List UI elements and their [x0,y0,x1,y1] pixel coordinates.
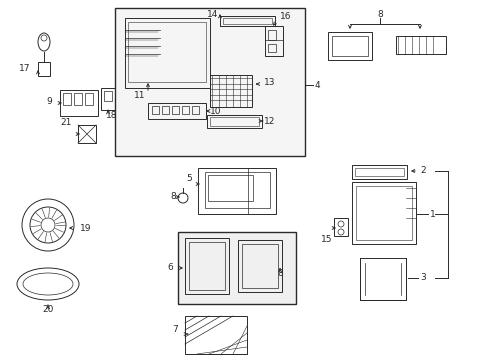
Bar [189,242,224,290]
Bar [242,244,278,288]
Bar [162,106,169,114]
Bar [85,93,93,105]
Bar [351,165,406,179]
Text: 17: 17 [19,63,30,72]
Text: 13: 13 [264,77,275,86]
Text: 18: 18 [106,111,118,120]
Text: 16: 16 [280,12,291,21]
Bar [74,93,82,105]
Bar [60,90,98,116]
Bar [238,240,282,292]
Bar [172,106,179,114]
Bar [206,115,262,128]
Bar [204,172,269,208]
Bar [207,175,252,201]
Text: 11: 11 [134,90,145,99]
Text: 2: 2 [419,166,425,175]
Text: 8: 8 [277,270,282,279]
Bar [327,32,371,60]
Text: 6: 6 [167,264,173,273]
Bar [148,103,205,119]
Bar [192,106,199,114]
Text: 7: 7 [172,325,178,334]
Bar [354,168,403,176]
Bar [264,26,283,56]
Text: 4: 4 [314,81,320,90]
Bar [101,88,115,110]
Bar [115,8,305,156]
Bar [333,218,347,236]
Text: 21: 21 [61,117,72,126]
Bar [104,91,112,101]
Text: 5: 5 [186,174,192,183]
Bar [267,44,275,52]
Bar [125,18,209,88]
Bar [182,106,189,114]
Text: 9: 9 [46,96,52,105]
Text: 8: 8 [170,192,176,201]
Text: 14: 14 [206,9,218,18]
Text: 15: 15 [320,234,331,243]
Bar [209,75,251,107]
Bar [184,316,246,354]
Text: 8: 8 [376,9,382,18]
Bar [331,36,367,56]
Text: 1: 1 [429,210,435,219]
Text: 20: 20 [42,306,54,315]
Text: 3: 3 [419,274,425,283]
Bar [223,18,271,24]
Bar [178,232,295,304]
Bar [351,182,415,244]
Bar [78,125,96,143]
Bar [355,186,411,240]
Bar [128,22,205,82]
Text: 19: 19 [80,224,91,233]
Text: 12: 12 [264,117,275,126]
Bar [220,16,274,26]
Bar [38,62,50,76]
Bar [198,168,275,214]
Bar [359,258,405,300]
Bar [63,93,71,105]
Bar [152,106,159,114]
Bar [209,117,259,126]
Bar [267,30,275,40]
Text: 10: 10 [209,107,221,116]
Bar [395,36,445,54]
Bar [184,238,228,294]
